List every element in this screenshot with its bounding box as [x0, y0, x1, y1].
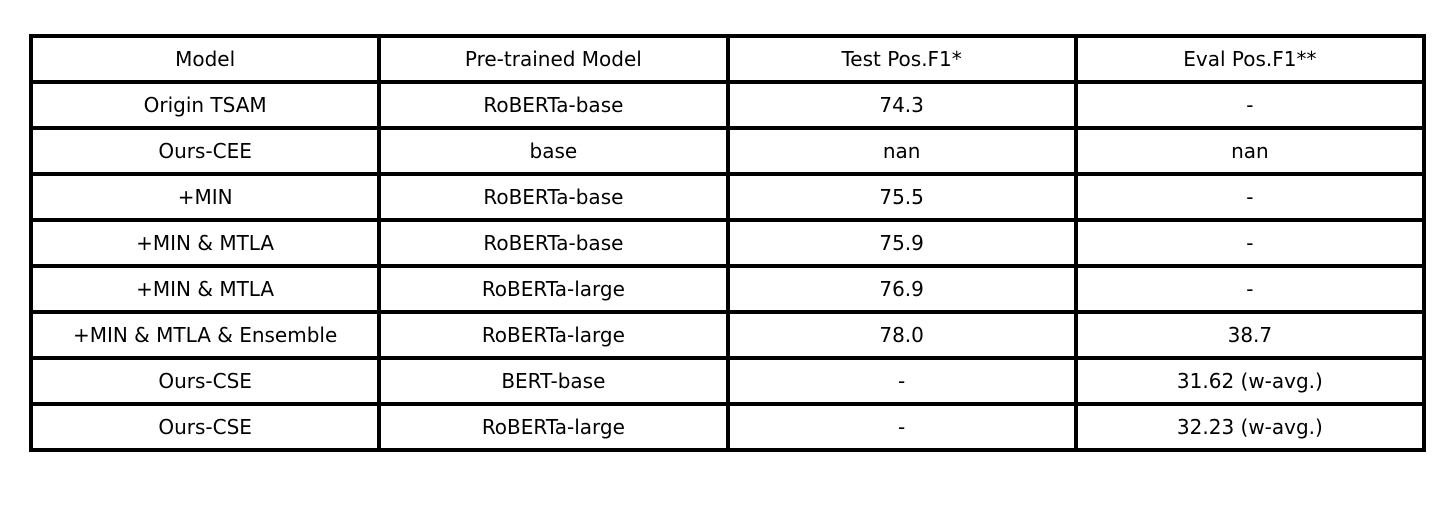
table-row: Ours-CEE base nan nan	[28, 126, 1427, 176]
table-cell-eval-pos-f1: -	[1073, 218, 1427, 268]
table-row: Origin TSAM RoBERTa-base 74.3-	[28, 80, 1427, 130]
table-cell-eval-pos-f1: nan	[1073, 126, 1427, 176]
header-cell-test-pos-f1: Test Pos.F1*	[725, 34, 1078, 84]
table-cell-test-pos-f1: 74.3	[725, 80, 1078, 130]
table-row: +MIN & MTLA RoBERTa-base 75.9-	[28, 218, 1427, 268]
header-cell-pretrained-model: Pre-trained Model	[377, 34, 730, 84]
table-cell-eval-pos-f1: -	[1073, 264, 1427, 314]
table-cell-pretrained-model: RoBERTa-large	[377, 402, 730, 452]
table-cell-test-pos-f1: -	[725, 402, 1078, 452]
table-row: +MIN & MTLA & Ensemble RoBERTa-large 78.0 3…	[28, 310, 1427, 360]
header-row: Model Pre-trained Model Test Pos.F1* Eva…	[28, 34, 1427, 84]
table-cell-eval-pos-f1: -	[1073, 80, 1427, 130]
table-cell-test-pos-f1: 75.5	[725, 172, 1078, 222]
table-cell-model: +MIN & MTLA & Ensemble	[28, 310, 382, 360]
table-cell-eval-pos-f1: 38.7	[1073, 310, 1427, 360]
table-row: Ours-CSE RoBERTa-large -32.23 (w-avg.)	[28, 402, 1427, 452]
table-cell-model: Ours-CSE	[28, 356, 382, 406]
table-cell-model: +MIN & MTLA	[28, 218, 382, 268]
table-cell-test-pos-f1: -	[725, 356, 1078, 406]
table-cell-pretrained-model: RoBERTa-base	[377, 172, 730, 222]
table-cell-pretrained-model: RoBERTa-base	[377, 80, 730, 130]
table-row: +MIN & MTLA RoBERTa-large 76.9-	[28, 264, 1427, 314]
table-cell-test-pos-f1: 75.9	[725, 218, 1078, 268]
table-cell-pretrained-model: RoBERTa-large	[377, 264, 730, 314]
table-body: Model Pre-trained Model Test Pos.F1* Eva…	[28, 34, 1427, 452]
table-cell-pretrained-model: base	[377, 126, 730, 176]
results-table-container: Model Pre-trained Model Test Pos.F1* Eva…	[28, 34, 1427, 452]
table-cell-model: +MIN	[28, 172, 382, 222]
table-cell-pretrained-model: RoBERTa-large	[377, 310, 730, 360]
table-cell-model: +MIN & MTLA	[28, 264, 382, 314]
table-cell-model: Origin TSAM	[28, 80, 382, 130]
results-table: Model Pre-trained Model Test Pos.F1* Eva…	[28, 34, 1427, 452]
table-cell-test-pos-f1: 78.0	[725, 310, 1078, 360]
table-row: Ours-CSE BERT-base -31.62 (w-avg.)	[28, 356, 1427, 406]
table-cell-eval-pos-f1: 31.62 (w-avg.)	[1073, 356, 1427, 406]
table-cell-eval-pos-f1: -	[1073, 172, 1427, 222]
table-cell-test-pos-f1: 76.9	[725, 264, 1078, 314]
table-cell-model: Ours-CEE	[28, 126, 382, 176]
header-cell-model: Model	[28, 34, 382, 84]
table-cell-eval-pos-f1: 32.23 (w-avg.)	[1073, 402, 1427, 452]
table-cell-model: Ours-CSE	[28, 402, 382, 452]
table-cell-test-pos-f1: nan	[725, 126, 1078, 176]
table-row: +MIN RoBERTa-base 75.5-	[28, 172, 1427, 222]
table-cell-pretrained-model: RoBERTa-base	[377, 218, 730, 268]
table-cell-pretrained-model: BERT-base	[377, 356, 730, 406]
header-cell-eval-pos-f1: Eval Pos.F1**	[1073, 34, 1427, 84]
